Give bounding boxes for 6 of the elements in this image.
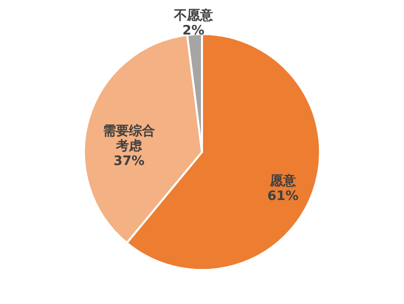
slice-label: 不愿意 [172,7,214,24]
data-label: 37% [113,154,145,169]
data-label: 2% [182,23,204,38]
slice-label: 需要综合考虑 [103,122,156,154]
slice-label: 愿意 [268,173,297,190]
data-label: 61% [267,189,298,204]
